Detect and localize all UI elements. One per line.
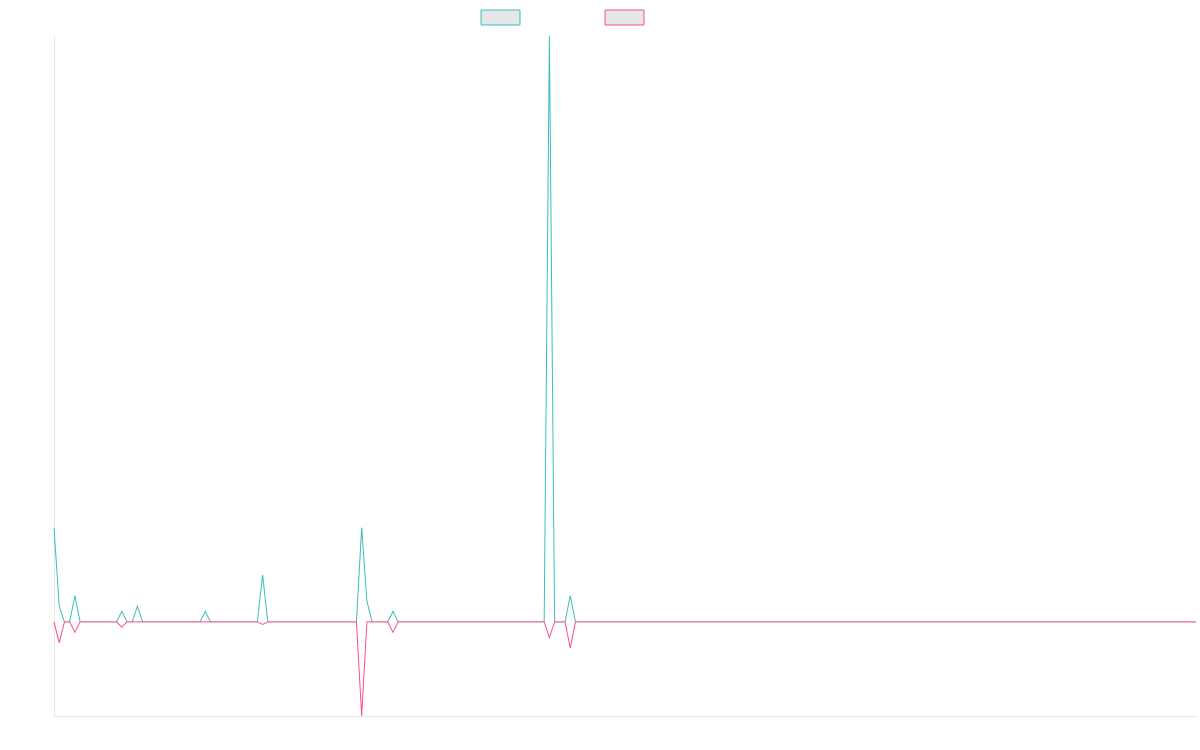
legend-swatch-series-2[interactable] xyxy=(604,9,645,26)
data-point-series-1-4[interactable] xyxy=(135,604,139,608)
data-point-series-1-6[interactable] xyxy=(261,573,265,577)
data-point-series-2-2[interactable] xyxy=(120,625,124,629)
data-point-series-1-10[interactable] xyxy=(547,34,551,38)
axes xyxy=(54,36,1196,717)
data-point-series-1-3[interactable] xyxy=(120,609,124,613)
data-point-series-1-7[interactable] xyxy=(360,526,364,530)
data-point-series-1-2[interactable] xyxy=(73,594,77,598)
series-line-1[interactable] xyxy=(53,35,1196,623)
data-point-series-1-1[interactable] xyxy=(57,604,61,608)
data-point-series-2-4[interactable] xyxy=(360,714,364,718)
data-point-series-2-7[interactable] xyxy=(568,646,572,650)
series-layer xyxy=(52,34,1196,718)
series-line-2[interactable] xyxy=(53,621,1196,717)
data-point-series-2-5[interactable] xyxy=(391,630,395,634)
data-point-series-1-9[interactable] xyxy=(391,609,395,613)
data-point-series-1-0[interactable] xyxy=(52,526,56,530)
data-point-series-1-5[interactable] xyxy=(203,609,207,613)
data-point-series-2-0[interactable] xyxy=(57,641,61,645)
legend-swatch-series-1[interactable] xyxy=(480,9,521,26)
data-point-series-2-6[interactable] xyxy=(547,636,551,640)
data-point-series-2-3[interactable] xyxy=(261,622,265,626)
data-point-series-1-11[interactable] xyxy=(568,594,572,598)
data-point-series-1-8[interactable] xyxy=(365,599,369,603)
data-point-series-2-1[interactable] xyxy=(73,630,77,634)
legend xyxy=(480,9,645,26)
